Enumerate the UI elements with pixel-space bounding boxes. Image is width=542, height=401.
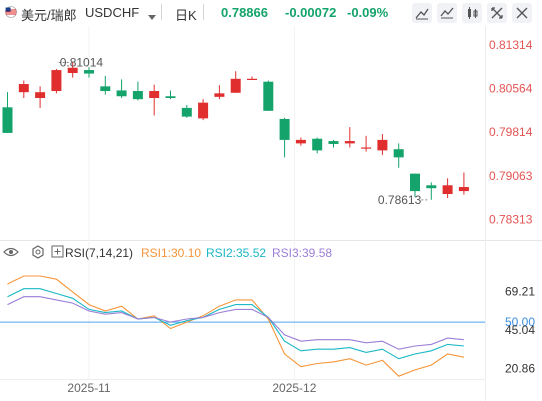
candle bbox=[100, 75, 111, 95]
candle-body bbox=[230, 78, 241, 93]
candle bbox=[312, 137, 323, 154]
chevron-down-icon[interactable] bbox=[148, 9, 156, 24]
rsi-tick-label: 69.21 bbox=[505, 285, 535, 299]
candle bbox=[2, 92, 13, 133]
candle-body bbox=[442, 185, 453, 195]
rsi-legend-2: RSI2:35.52 bbox=[206, 246, 266, 260]
candle-body bbox=[328, 141, 339, 144]
candle-body bbox=[312, 138, 323, 151]
settings-icon bbox=[32, 245, 44, 259]
candle bbox=[67, 62, 78, 78]
candle bbox=[247, 76, 257, 81]
candle bbox=[361, 135, 372, 152]
candle-body bbox=[100, 86, 111, 92]
indicator-icon[interactable] bbox=[437, 3, 457, 23]
chart-header: 美元/瑞郎 USDCHF 日K 0.78866 -0.00072 -0.09% bbox=[0, 0, 542, 26]
candle bbox=[165, 90, 176, 100]
candle bbox=[393, 143, 404, 168]
flag-icon bbox=[4, 6, 18, 21]
candle-body bbox=[84, 70, 94, 74]
x-tick-label: 2025-12 bbox=[272, 381, 316, 395]
rsi-legend-1: RSI1:30.10 bbox=[141, 246, 201, 260]
candle bbox=[116, 79, 127, 99]
candle-body bbox=[2, 107, 13, 133]
divider bbox=[203, 4, 204, 20]
candle-body bbox=[458, 187, 469, 192]
candle-body bbox=[214, 93, 225, 97]
candle-body bbox=[18, 84, 29, 93]
rsi-tick-label: 50.00 bbox=[505, 315, 535, 329]
candle-body bbox=[263, 81, 274, 111]
candle bbox=[214, 85, 225, 100]
price-tick-label: 0.79814 bbox=[489, 125, 533, 139]
divider bbox=[161, 4, 162, 20]
rsi-title: RSI(7,14,21) bbox=[65, 246, 133, 260]
candle-body bbox=[344, 141, 355, 144]
candle-body bbox=[410, 173, 420, 192]
price-tick-label: 0.80564 bbox=[489, 81, 533, 95]
candle-body bbox=[181, 107, 192, 117]
rsi-legend-3: RSI3:39.58 bbox=[272, 246, 332, 260]
draw-line-icon[interactable] bbox=[412, 3, 432, 23]
candle bbox=[18, 80, 29, 99]
eye-icon bbox=[3, 247, 19, 257]
candle bbox=[132, 81, 143, 101]
rsi-line-1 bbox=[7, 275, 465, 377]
fullscreen-icon[interactable] bbox=[487, 3, 507, 23]
candle-body bbox=[198, 102, 209, 119]
candle-body bbox=[116, 90, 127, 97]
candle bbox=[149, 84, 160, 116]
candle bbox=[410, 173, 420, 197]
candle bbox=[344, 127, 355, 148]
rsi-tick-label: 45.04 bbox=[505, 323, 535, 337]
price-change-percent: -0.09% bbox=[347, 5, 389, 20]
candle-body bbox=[165, 96, 176, 99]
candle-body bbox=[393, 149, 404, 158]
high-price-label: 0.81014 bbox=[60, 56, 104, 70]
candle bbox=[279, 117, 290, 158]
candle-body bbox=[149, 91, 160, 99]
price-tick-label: 0.79063 bbox=[489, 169, 533, 183]
candle bbox=[84, 67, 94, 78]
candle-body bbox=[35, 92, 46, 99]
rsi-line-3 bbox=[7, 296, 464, 350]
rsi-line-2 bbox=[7, 288, 464, 360]
x-tick-label: 2025-11 bbox=[67, 381, 110, 395]
price-change: -0.00072 bbox=[285, 5, 337, 20]
last-price: 0.78866 bbox=[221, 5, 268, 20]
candle bbox=[458, 172, 469, 195]
candle bbox=[328, 139, 339, 148]
candle-body bbox=[67, 67, 78, 73]
low-price-label: 0.78613 bbox=[378, 193, 422, 207]
candle-type-icon[interactable] bbox=[462, 3, 482, 23]
candle-body bbox=[132, 91, 143, 100]
candle bbox=[377, 134, 388, 156]
candle bbox=[181, 104, 192, 118]
price-tick-label: 0.81314 bbox=[489, 38, 533, 52]
candle-body bbox=[295, 139, 306, 144]
candle-body bbox=[426, 185, 437, 189]
price-tick-label: 0.78313 bbox=[489, 212, 533, 226]
rsi-header bbox=[3, 245, 64, 259]
period-selector[interactable]: 日K bbox=[175, 8, 197, 23]
settings-icon[interactable] bbox=[512, 3, 532, 23]
candle-body bbox=[279, 118, 290, 140]
candle-body bbox=[377, 139, 388, 151]
candle bbox=[230, 71, 241, 93]
candle bbox=[198, 99, 209, 121]
candle bbox=[263, 80, 274, 111]
candle-body bbox=[51, 70, 62, 92]
candle-body bbox=[247, 78, 257, 81]
add-icon bbox=[51, 245, 64, 258]
candle bbox=[442, 178, 453, 199]
candle bbox=[35, 86, 46, 108]
candle bbox=[426, 182, 437, 200]
rsi-tick-label: 20.86 bbox=[505, 362, 535, 376]
candle bbox=[51, 68, 62, 94]
candle-body bbox=[361, 147, 372, 149]
symbol-name-cn[interactable]: 美元/瑞郎 bbox=[21, 8, 77, 23]
symbol-code[interactable]: USDCHF bbox=[85, 5, 140, 20]
candle bbox=[295, 137, 306, 146]
